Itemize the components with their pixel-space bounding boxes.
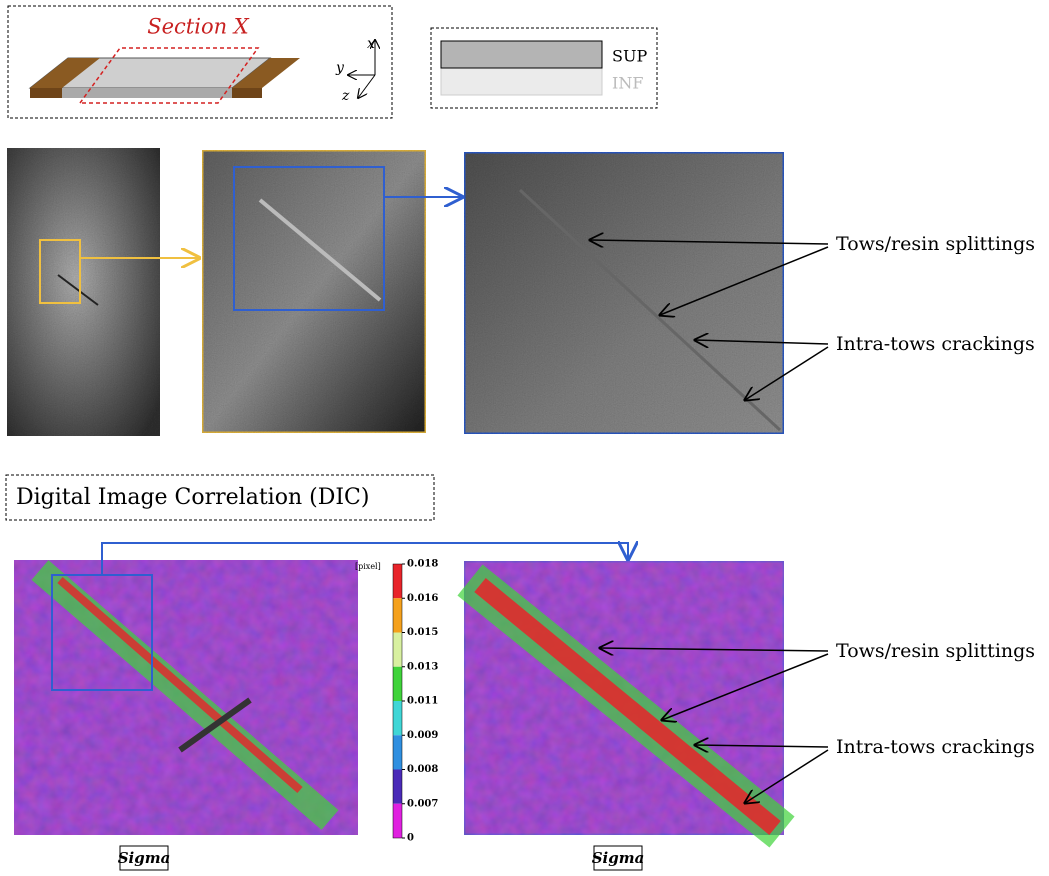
caption: Sigma <box>592 849 645 867</box>
annotation: Intra-tows crackings <box>836 333 1035 355</box>
axis-label: z <box>341 88 350 104</box>
annotation: Intra-tows crackings <box>836 736 1035 758</box>
colorbar-tick-label: 0.007 <box>407 798 438 809</box>
colorbar-segment <box>393 804 402 838</box>
colorbar-segment <box>393 633 402 667</box>
specimen-side <box>62 88 232 98</box>
colorbar-segment <box>393 735 402 769</box>
micro-image <box>7 148 160 436</box>
axis-label: y <box>335 60 345 76</box>
colorbar-tick-label: 0.016 <box>407 593 438 604</box>
annotation: Tows/resin splittings <box>836 233 1035 255</box>
dic-title: Digital Image Correlation (DIC) <box>16 485 369 510</box>
colorbar-tick-label: 0.009 <box>407 730 438 741</box>
colorbar-segment <box>393 701 402 735</box>
micro-image <box>464 152 784 434</box>
colorbar-tick-label: 0.011 <box>407 696 438 707</box>
colorbar-tick-label: 0.018 <box>407 559 438 570</box>
colorbar-segment <box>393 770 402 804</box>
colorbar-segment <box>393 598 402 632</box>
colorbar-tick-label: 0.008 <box>407 764 438 775</box>
section-label: Section X <box>147 15 250 39</box>
inf-swatch <box>441 68 602 95</box>
legend-label: SUP <box>612 47 647 66</box>
colorbar-tick-label: 0.013 <box>407 661 438 672</box>
colorbar-segment <box>393 564 402 598</box>
colorbar-tick-label: 0 <box>407 833 414 844</box>
axis-arrow <box>358 75 375 98</box>
colorbar: [pixel] 0.018 0.016 0.015 0.013 0.011 0.009 0.… <box>355 559 438 844</box>
annotation: Tows/resin splittings <box>836 640 1035 662</box>
sup-swatch <box>441 41 602 68</box>
colorbar-segment <box>393 667 402 701</box>
caption: Sigma <box>118 849 171 867</box>
colorbar-tick-label: 0.015 <box>407 627 438 638</box>
colorbar-unit: [pixel] <box>355 562 381 571</box>
axis-label: x <box>367 36 375 52</box>
figure: Section X x y z SUP INF Tows/resin split… <box>0 0 1049 876</box>
micro-image <box>202 150 426 433</box>
legend-label: INF <box>612 74 643 93</box>
